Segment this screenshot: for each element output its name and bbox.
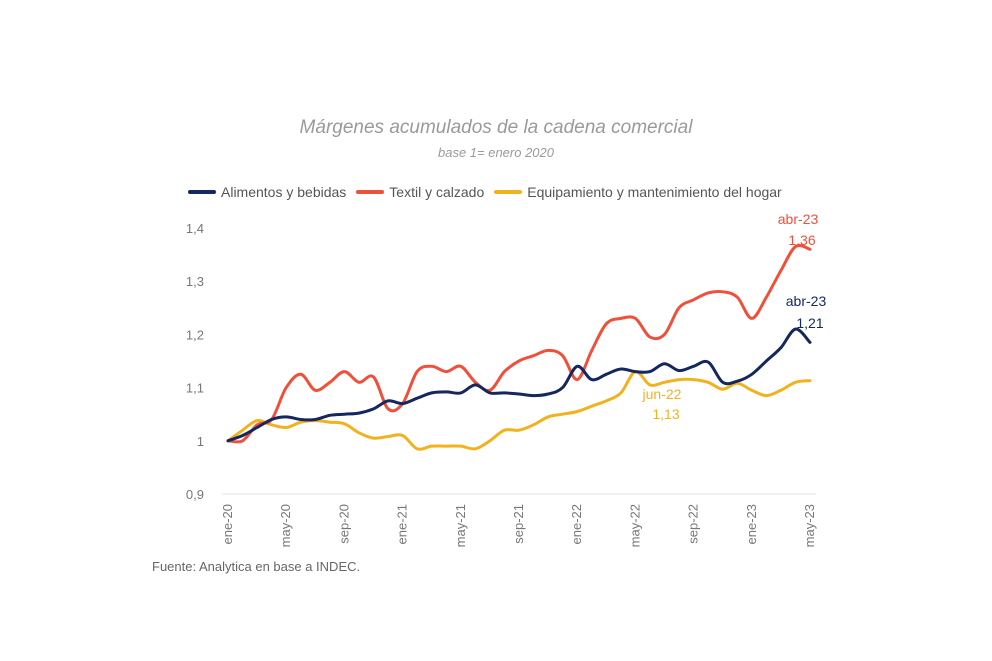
x-tick-label: sep-21 [511, 504, 526, 544]
legend-swatch-alimentos [188, 190, 216, 194]
y-tick-label: 1,3 [186, 274, 204, 289]
y-tick-label: 0,9 [186, 487, 204, 502]
x-tick-label: ene-21 [395, 504, 410, 544]
series-line-textil [226, 243, 812, 444]
annotation-alimentos-date: abr-23 [786, 293, 827, 309]
y-tick-label: 1 [197, 434, 204, 449]
series-line-equipamiento [226, 370, 812, 451]
chart-legend: Alimentos y bebidas Textil y calzado Equ… [188, 184, 792, 200]
x-tick-label: may-21 [453, 504, 468, 547]
x-tick-label: ene-23 [744, 504, 759, 544]
y-tick-label: 1,4 [186, 221, 204, 236]
x-tick-label: may-23 [802, 504, 817, 547]
x-tick-label: sep-22 [686, 504, 701, 544]
chart-subtitle: base 1= enero 2020 [437, 145, 555, 160]
series-line-alimentos [226, 327, 812, 443]
legend-item-alimentos: Alimentos y bebidas [188, 184, 346, 200]
source-note: Fuente: Analytica en base a INDEC. [152, 559, 361, 574]
legend-label-alimentos: Alimentos y bebidas [221, 184, 347, 200]
chart-title: Márgenes acumulados de la cadena comerci… [299, 117, 693, 138]
x-tick-label: may-22 [627, 504, 642, 547]
legend-swatch-equipamiento [494, 190, 523, 194]
legend-label-equipamiento: Equipamiento y mantenimiento del hogar [527, 184, 782, 200]
y-tick-label: 1,2 [186, 327, 204, 342]
annotation-equipamiento-value: 1,13 [652, 406, 679, 422]
x-tick-label: may-20 [278, 504, 293, 547]
x-tick-label: sep-20 [336, 504, 351, 544]
annotation-alimentos-value: 1,21 [796, 315, 823, 331]
legend-item-textil: Textil y calzado [356, 184, 484, 200]
x-tick-label: ene-22 [569, 504, 584, 544]
y-tick-label: 1,1 [186, 381, 204, 396]
legend-label-textil: Textil y calzado [389, 184, 485, 200]
x-tick-label: ene-20 [220, 504, 235, 544]
legend-item-equipamiento: Equipamiento y mantenimiento del hogar [494, 184, 782, 200]
annotation-textil-date: abr-23 [778, 211, 819, 227]
legend-swatch-textil [356, 190, 385, 194]
annotation-equipamiento-date: jun-22 [642, 386, 682, 402]
annotation-textil-value: 1,36 [788, 232, 815, 248]
